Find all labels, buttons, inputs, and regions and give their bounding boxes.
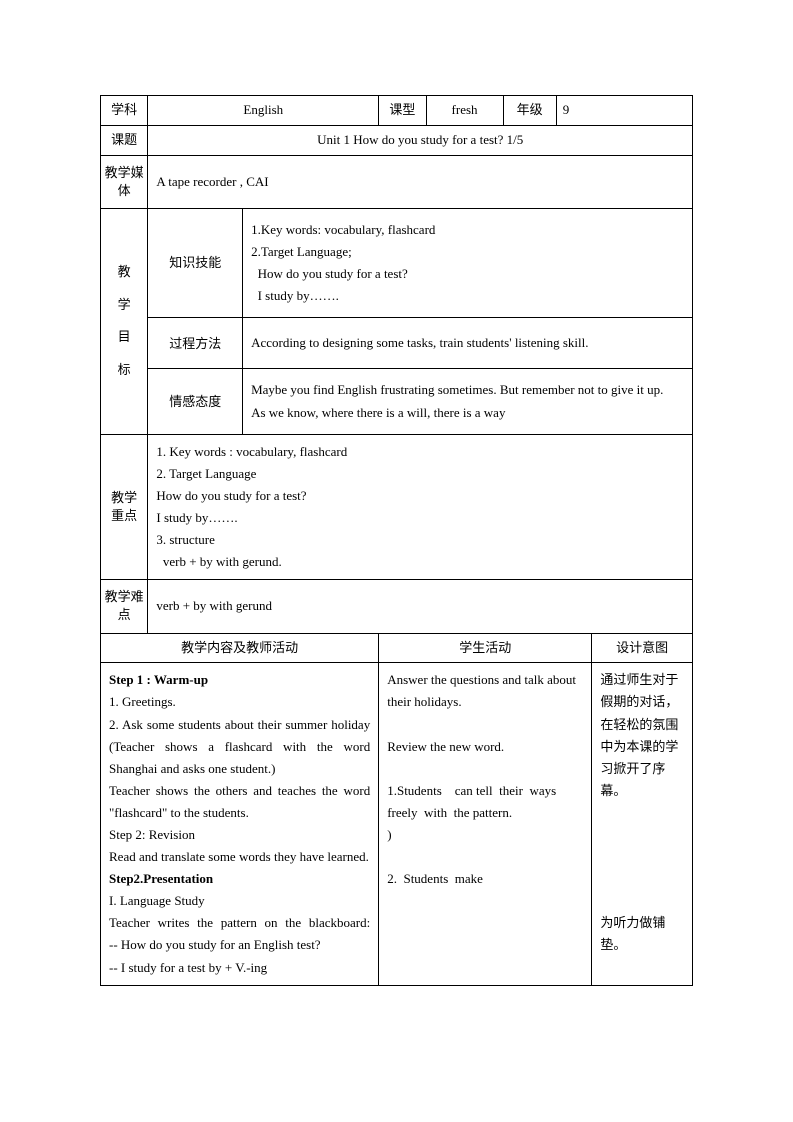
teacher-line8: Teacher writes the pattern on the blackb… — [109, 912, 370, 934]
media-value: A tape recorder , CAI — [148, 155, 693, 208]
media-row: 教学媒体 A tape recorder , CAI — [101, 155, 693, 208]
grade-value: 9 — [556, 96, 692, 126]
teacher-line9: -- How do you study for an English test? — [109, 937, 321, 952]
knowledge-value: 1.Key words: vocabulary, flashcard 2.Tar… — [243, 208, 693, 317]
step2-title: Step2.Presentation — [109, 871, 213, 886]
teacher-activity-content: Step 1 : Warm-up 1. Greetings. 2. Ask so… — [101, 663, 379, 985]
teacher-activity-header: 教学内容及教师活动 — [101, 633, 379, 663]
obj-char-1: 教 — [107, 256, 141, 289]
teacher-line2: 2. Ask some students about their summer … — [109, 714, 370, 736]
obj-char-3: 目 — [107, 321, 141, 354]
teacher-line6: Read and translate some words they have … — [109, 846, 370, 868]
process-value: According to designing some tasks, train… — [243, 318, 693, 369]
design-intent-content: 通过师生对于假期的对话，在轻松的氛围中为本课的学习掀开了序幕。 为听力做铺垫。 — [592, 663, 693, 985]
objectives-row-2: 过程方法 According to designing some tasks, … — [101, 318, 693, 369]
design-text: 通过师生对于假期的对话，在轻松的氛围中为本课的学习掀开了序幕。 为听力做铺垫。 — [600, 672, 678, 952]
class-type-value: fresh — [426, 96, 503, 126]
objectives-row-1: 教 学 目 标 知识技能 1.Key words: vocabulary, fl… — [101, 208, 693, 317]
activity-content-row: Step 1 : Warm-up 1. Greetings. 2. Ask so… — [101, 663, 693, 985]
topic-value: Unit 1 How do you study for a test? 1/5 — [148, 125, 693, 155]
header-row-2: 课题 Unit 1 How do you study for a test? 1… — [101, 125, 693, 155]
teacher-line4: Teacher shows the others and teaches the… — [109, 780, 370, 824]
obj-char-2: 学 — [107, 289, 141, 322]
header-row-1: 学科 English 课型 fresh 年级 9 — [101, 96, 693, 126]
process-label: 过程方法 — [148, 318, 243, 369]
knowledge-text: 1.Key words: vocabulary, flashcard 2.Tar… — [251, 222, 435, 303]
teacher-line3: (Teacher shows a flashcard with the word… — [109, 736, 370, 780]
obj-char-4: 标 — [107, 354, 141, 387]
teacher-line7: I. Language Study — [109, 893, 205, 908]
difficulties-row: 教学难点 verb + by with gerund — [101, 580, 693, 633]
objectives-row-3: 情感态度 Maybe you find English frustrating … — [101, 369, 693, 434]
process-text: According to designing some tasks, train… — [251, 335, 588, 350]
keypoints-text: 1. Key words : vocabulary, flashcard 2. … — [156, 444, 347, 569]
topic-label: 课题 — [101, 125, 148, 155]
knowledge-label: 知识技能 — [148, 208, 243, 317]
student-activity-header: 学生活动 — [379, 633, 592, 663]
teacher-line1: 1. Greetings. — [109, 694, 176, 709]
emotion-value: Maybe you find English frustrating somet… — [243, 369, 693, 434]
step1-title: Step 1 : Warm-up — [109, 672, 208, 687]
teacher-line10: -- I study for a test by + V.-ing — [109, 960, 267, 975]
design-intent-header: 设计意图 — [592, 633, 693, 663]
difficulties-value: verb + by with gerund — [148, 580, 693, 633]
lesson-plan-table: 学科 English 课型 fresh 年级 9 课题 Unit 1 How d… — [100, 95, 693, 986]
student-activity-content: Answer the questions and talk about thei… — [379, 663, 592, 985]
student-text: Answer the questions and talk about thei… — [387, 672, 579, 886]
class-type-label: 课型 — [379, 96, 426, 126]
keypoints-label: 教学重点 — [101, 434, 148, 580]
objectives-main-label: 教 学 目 标 — [101, 208, 148, 434]
subject-value: English — [148, 96, 379, 126]
keypoints-value: 1. Key words : vocabulary, flashcard 2. … — [148, 434, 693, 580]
activity-header-row: 教学内容及教师活动 学生活动 设计意图 — [101, 633, 693, 663]
emotion-label: 情感态度 — [148, 369, 243, 434]
teacher-line5: Step 2: Revision — [109, 827, 195, 842]
difficulties-label: 教学难点 — [101, 580, 148, 633]
media-label: 教学媒体 — [101, 155, 148, 208]
keypoints-row: 教学重点 1. Key words : vocabulary, flashcar… — [101, 434, 693, 580]
emotion-text: Maybe you find English frustrating somet… — [251, 382, 663, 419]
grade-label: 年级 — [503, 96, 556, 126]
subject-label: 学科 — [101, 96, 148, 126]
